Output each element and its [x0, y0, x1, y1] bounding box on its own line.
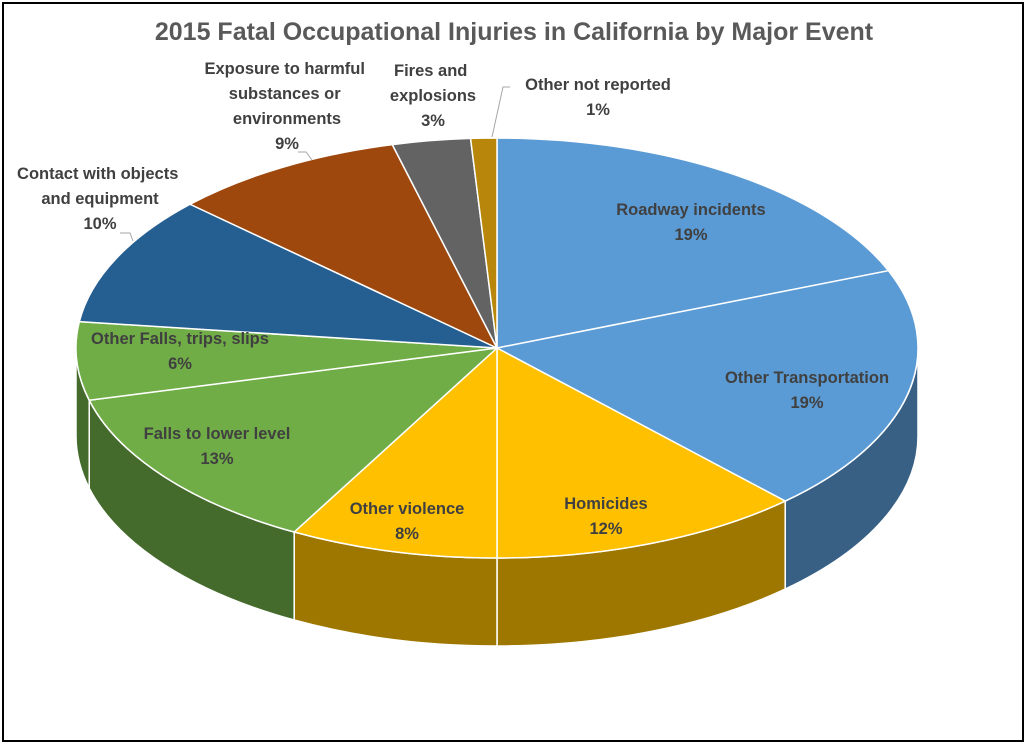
pct-exposure-to-harmful-substances-or-environments: 9% — [275, 135, 299, 153]
pct-contact-with-objects-and-equipment: 10% — [83, 215, 116, 233]
slice-other-falls-trips-slips — [75, 320, 498, 402]
label-other-not-reported: Other not reported — [525, 76, 671, 94]
chart-title: 2015 Fatal Occupational Injuries in Cali… — [155, 18, 874, 46]
label-falls-to-lower-level: Falls to lower level — [144, 425, 291, 443]
leader-lines — [120, 86, 510, 242]
label-other-transportation: Other Transportation — [725, 369, 889, 387]
pie-tops — [75, 137, 919, 559]
slice-exposure-to-harmful-substances-or-environments — [188, 143, 499, 350]
slice-other-violence — [292, 346, 498, 559]
slice-homicides — [496, 346, 787, 559]
slice-falls-to-lower-level — [88, 346, 500, 533]
data-labels: Roadway incidents 19% Other Transportation… — [17, 60, 889, 543]
label-homicides: Homicides — [564, 495, 647, 513]
slice-other-transportation — [494, 269, 919, 502]
label-other-falls-trips-slips: Other Falls, trips, slips — [91, 330, 269, 348]
label-other-violence: Other violence — [350, 500, 465, 518]
leader-exposure-to-harmful-substances-or-environments — [298, 151, 313, 161]
pct-falls-to-lower-level: 13% — [200, 450, 233, 468]
pct-roadway-incidents: 19% — [674, 226, 707, 244]
leader-contact-with-objects-and-equipment — [120, 232, 134, 242]
slice-roadway-incidents — [496, 137, 890, 349]
slice-other-not-reported — [469, 137, 498, 349]
label-contact-with-objects-and-equipment: Contact with objects and equipment — [17, 165, 183, 208]
pct-other-violence: 8% — [395, 525, 419, 543]
pct-other-not-reported: 1% — [586, 101, 610, 119]
label-exposure-to-harmful-substances-or-environments: Exposure to harmful substances or enviro… — [204, 60, 369, 128]
pct-other-transportation: 19% — [790, 394, 823, 412]
pct-other-falls-trips-slips: 6% — [168, 355, 192, 373]
pct-homicides: 12% — [589, 520, 622, 538]
pct-fires-and-explosions: 3% — [421, 112, 445, 130]
label-fires-and-explosions: Fires and explosions — [390, 62, 476, 105]
label-roadway-incidents: Roadway incidents — [616, 201, 765, 219]
slice-contact-with-objects-and-equipment — [78, 203, 498, 349]
leader-other-not-reported — [491, 86, 510, 138]
